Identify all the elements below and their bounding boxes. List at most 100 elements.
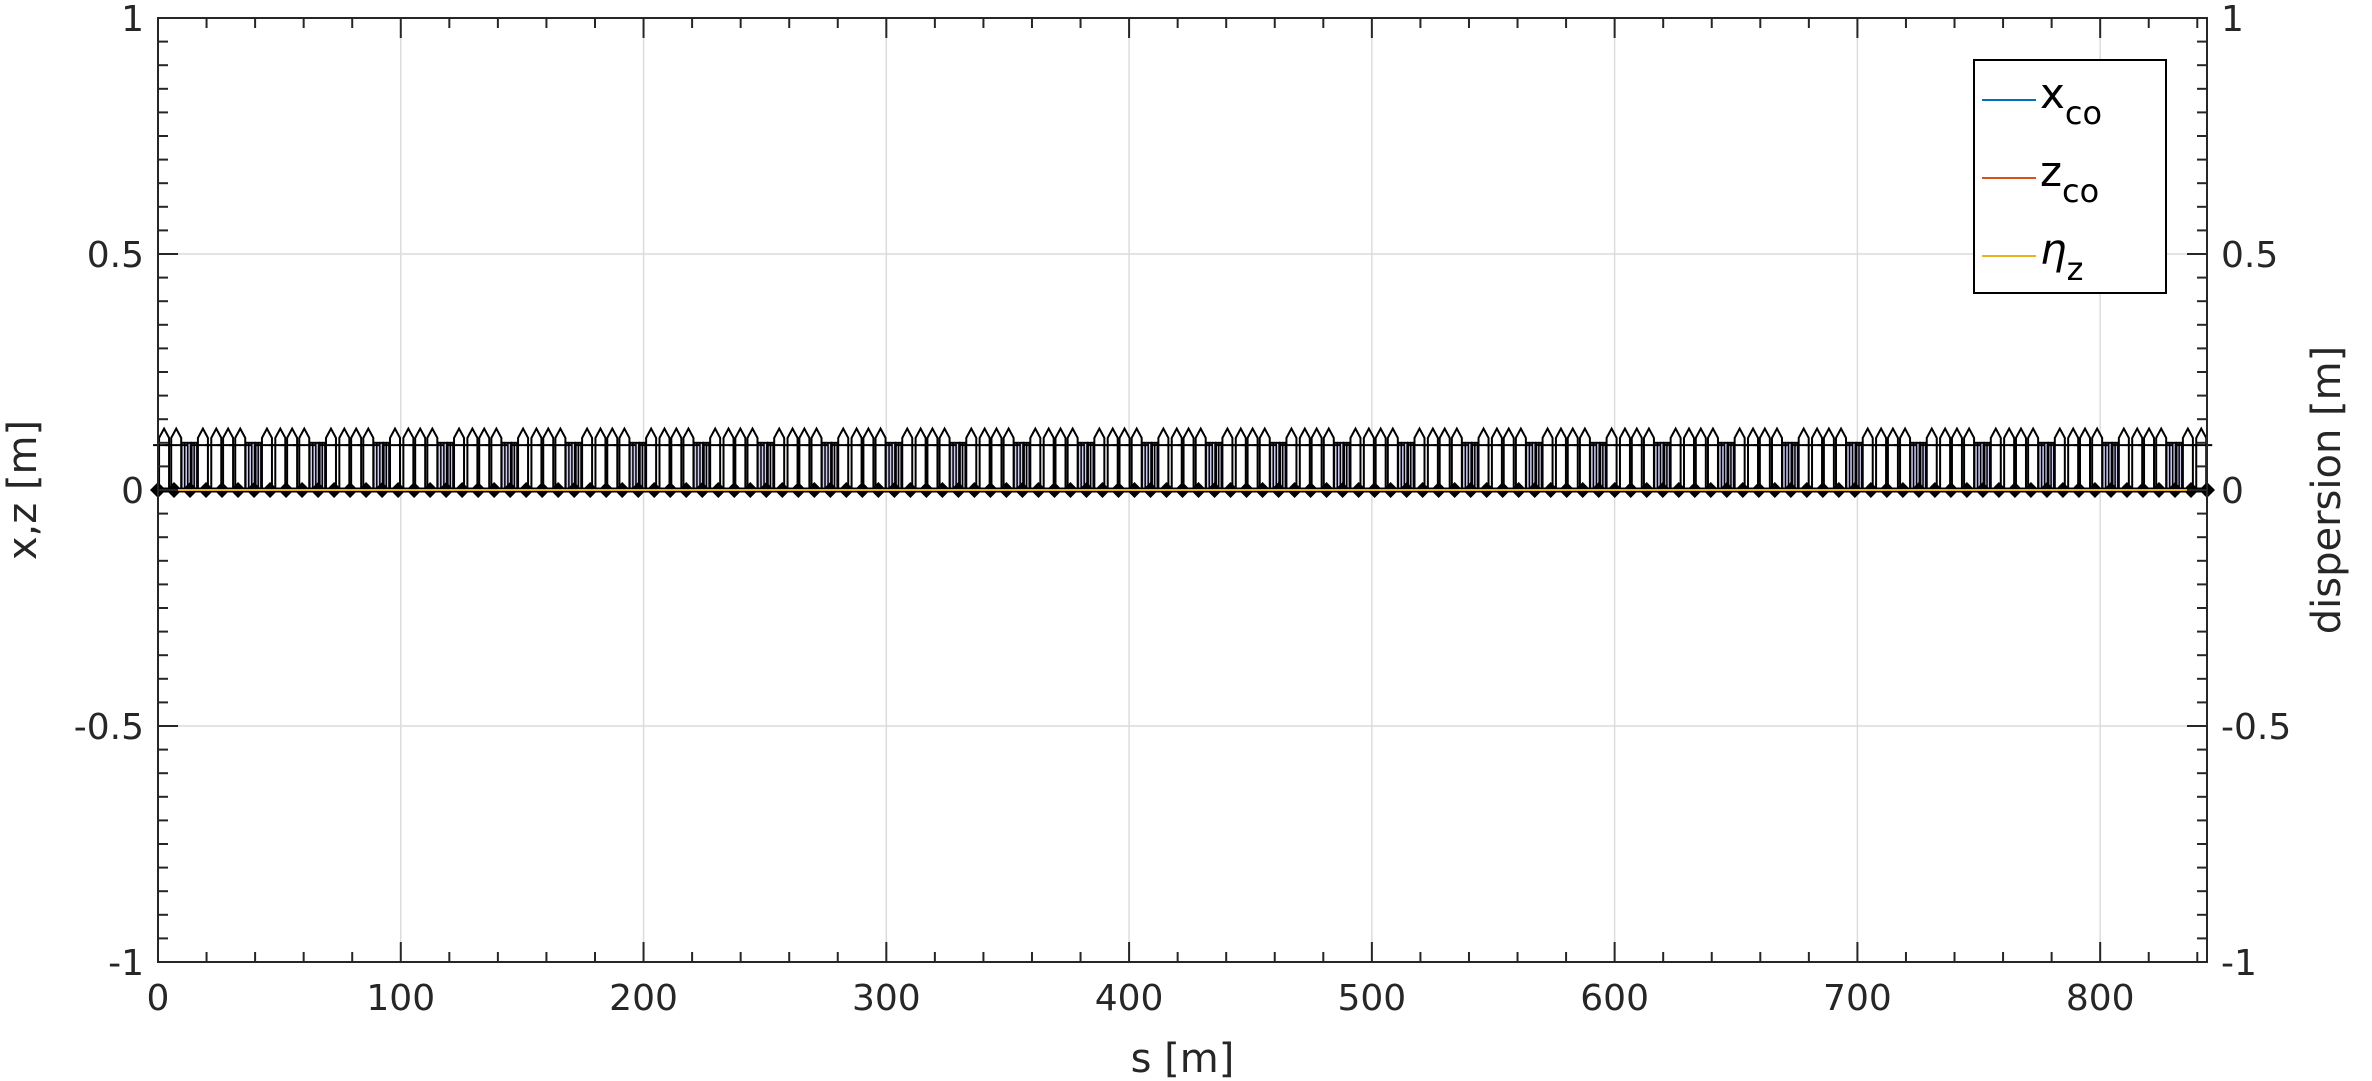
quadrupole-magnet bbox=[1502, 426, 1515, 491]
quadrupole-magnet bbox=[682, 426, 695, 491]
quadrupole-magnet bbox=[901, 426, 914, 491]
quadrupole-magnet bbox=[1182, 426, 1195, 491]
quadrupole-magnet bbox=[965, 426, 978, 491]
quadrupole-magnet bbox=[1450, 426, 1463, 491]
quadrupole-magnet bbox=[2117, 426, 2130, 491]
quadrupole-magnet bbox=[1939, 426, 1952, 491]
quadrupole-magnet bbox=[1566, 426, 1579, 491]
quadrupole-magnet bbox=[414, 426, 427, 491]
quadrupole-magnet bbox=[1413, 426, 1426, 491]
quadrupole-magnet bbox=[1477, 426, 1490, 491]
quadrupole-magnet bbox=[1118, 426, 1131, 491]
quadrupole-magnet bbox=[2079, 426, 2092, 491]
quadrupole-magnet bbox=[426, 426, 439, 491]
quadrupole-magnet bbox=[1285, 426, 1298, 491]
quadrupole-magnet bbox=[773, 426, 786, 491]
quadrupole-magnet bbox=[1490, 426, 1503, 491]
x-tick-label: 200 bbox=[609, 978, 678, 1019]
quadrupole-magnet bbox=[798, 426, 811, 491]
quadrupole-magnet bbox=[1989, 426, 2002, 491]
quadrupole-magnet bbox=[1822, 426, 1835, 491]
quadrupole-magnet bbox=[324, 426, 337, 491]
quadrupole-magnet bbox=[2067, 426, 2080, 491]
y-tick-label-right: 0 bbox=[2221, 471, 2244, 512]
quadrupole-magnet bbox=[938, 426, 951, 491]
y-axis-label-left: x,z [m] bbox=[0, 420, 46, 560]
quadrupole-magnet bbox=[2143, 426, 2156, 491]
quadrupole-magnet bbox=[1514, 426, 1527, 491]
quadrupole-magnet bbox=[1875, 426, 1888, 491]
x-tick-label: 100 bbox=[366, 978, 435, 1019]
quadrupole-magnet bbox=[1630, 426, 1643, 491]
quadrupole-magnet bbox=[1310, 426, 1323, 491]
quadrupole-magnet bbox=[1605, 426, 1618, 491]
quadrupole-magnet bbox=[466, 426, 479, 491]
y-tick-label-right: 1 bbox=[2221, 0, 2244, 40]
quadrupole-magnet bbox=[2131, 426, 2144, 491]
quadrupole-magnet bbox=[196, 426, 209, 491]
quadrupole-magnet bbox=[2014, 426, 2027, 491]
x-tick-label: 0 bbox=[147, 978, 170, 1019]
legend-label: ηz bbox=[2040, 225, 2083, 288]
quadrupole-magnet bbox=[670, 426, 683, 491]
quadrupole-magnet bbox=[1618, 426, 1631, 491]
quadrupole-magnet bbox=[1042, 426, 1055, 491]
y-tick-label-left: 0.5 bbox=[87, 235, 144, 276]
quadrupole-magnet bbox=[1066, 426, 1079, 491]
quadrupole-magnet bbox=[1221, 426, 1234, 491]
quadrupole-magnet bbox=[1541, 426, 1554, 491]
y-tick-label-left: 0 bbox=[121, 471, 144, 512]
quadrupole-magnet bbox=[389, 426, 402, 491]
quadrupole-magnet bbox=[1246, 426, 1259, 491]
legend-label: zco bbox=[2040, 147, 2099, 210]
quadrupole-magnet bbox=[810, 426, 823, 491]
quadrupole-magnet bbox=[1362, 426, 1375, 491]
y-tick-label-left: 1 bbox=[121, 0, 144, 40]
axis-ticks bbox=[157, 17, 2207, 963]
quadrupole-magnet bbox=[606, 426, 619, 491]
quadrupole-magnet bbox=[1386, 426, 1399, 491]
quadrupole-magnet bbox=[362, 426, 375, 491]
quadrupole-magnet bbox=[2053, 426, 2066, 491]
quadrupole-magnet bbox=[581, 426, 594, 491]
quadrupole-magnet bbox=[1758, 426, 1771, 491]
quadrupole-magnet bbox=[158, 426, 171, 491]
quadrupole-magnet bbox=[786, 426, 799, 491]
quadrupole-magnet bbox=[2195, 426, 2208, 491]
quadrupole-magnet bbox=[1770, 426, 1783, 491]
quadrupole-magnet bbox=[2091, 426, 2104, 491]
quadrupole-magnet bbox=[2027, 426, 2040, 491]
y-tick-label-right: -0.5 bbox=[2221, 707, 2291, 748]
quadrupole-magnet bbox=[618, 426, 631, 491]
y-axis-label-right: dispersion [m] bbox=[2304, 346, 2350, 634]
quadrupole-magnet bbox=[530, 426, 543, 491]
legend-box bbox=[1973, 59, 2167, 294]
x-axis-label: s [m] bbox=[1131, 1036, 1235, 1081]
quadrupole-magnet bbox=[594, 426, 607, 491]
quadrupole-magnet bbox=[1106, 426, 1119, 491]
quadrupole-magnet bbox=[1642, 426, 1655, 491]
quadrupole-magnet bbox=[862, 426, 875, 491]
x-tick-label: 300 bbox=[852, 978, 921, 1019]
quadrupole-magnet bbox=[1002, 426, 1015, 491]
quadrupole-magnet bbox=[990, 426, 1003, 491]
lattice-elements bbox=[150, 426, 2215, 498]
quadrupole-magnet bbox=[1322, 426, 1335, 491]
quadrupole-magnet bbox=[2155, 426, 2168, 491]
tick-labels: 0 100 200 300 400 500 600 700 800 -1 -1 -0.5 -0.5 0 0 0… bbox=[74, 0, 2292, 1019]
quadrupole-magnet bbox=[260, 426, 273, 491]
quadrupole-magnet bbox=[1733, 426, 1746, 491]
quadrupole-magnet bbox=[478, 426, 491, 491]
quadrupole-magnet bbox=[274, 426, 287, 491]
quadrupole-magnet bbox=[837, 426, 850, 491]
quadrupole-magnet bbox=[542, 426, 555, 491]
quadrupole-magnet bbox=[1747, 426, 1760, 491]
quadrupole-magnet bbox=[350, 426, 363, 491]
quadrupole-magnet bbox=[926, 426, 939, 491]
quadrupole-magnet bbox=[1234, 426, 1247, 491]
quadrupole-magnet bbox=[554, 426, 567, 491]
quadrupole-magnet bbox=[1886, 426, 1899, 491]
quadrupole-magnet bbox=[734, 426, 747, 491]
x-tick-label: 600 bbox=[1580, 978, 1649, 1019]
